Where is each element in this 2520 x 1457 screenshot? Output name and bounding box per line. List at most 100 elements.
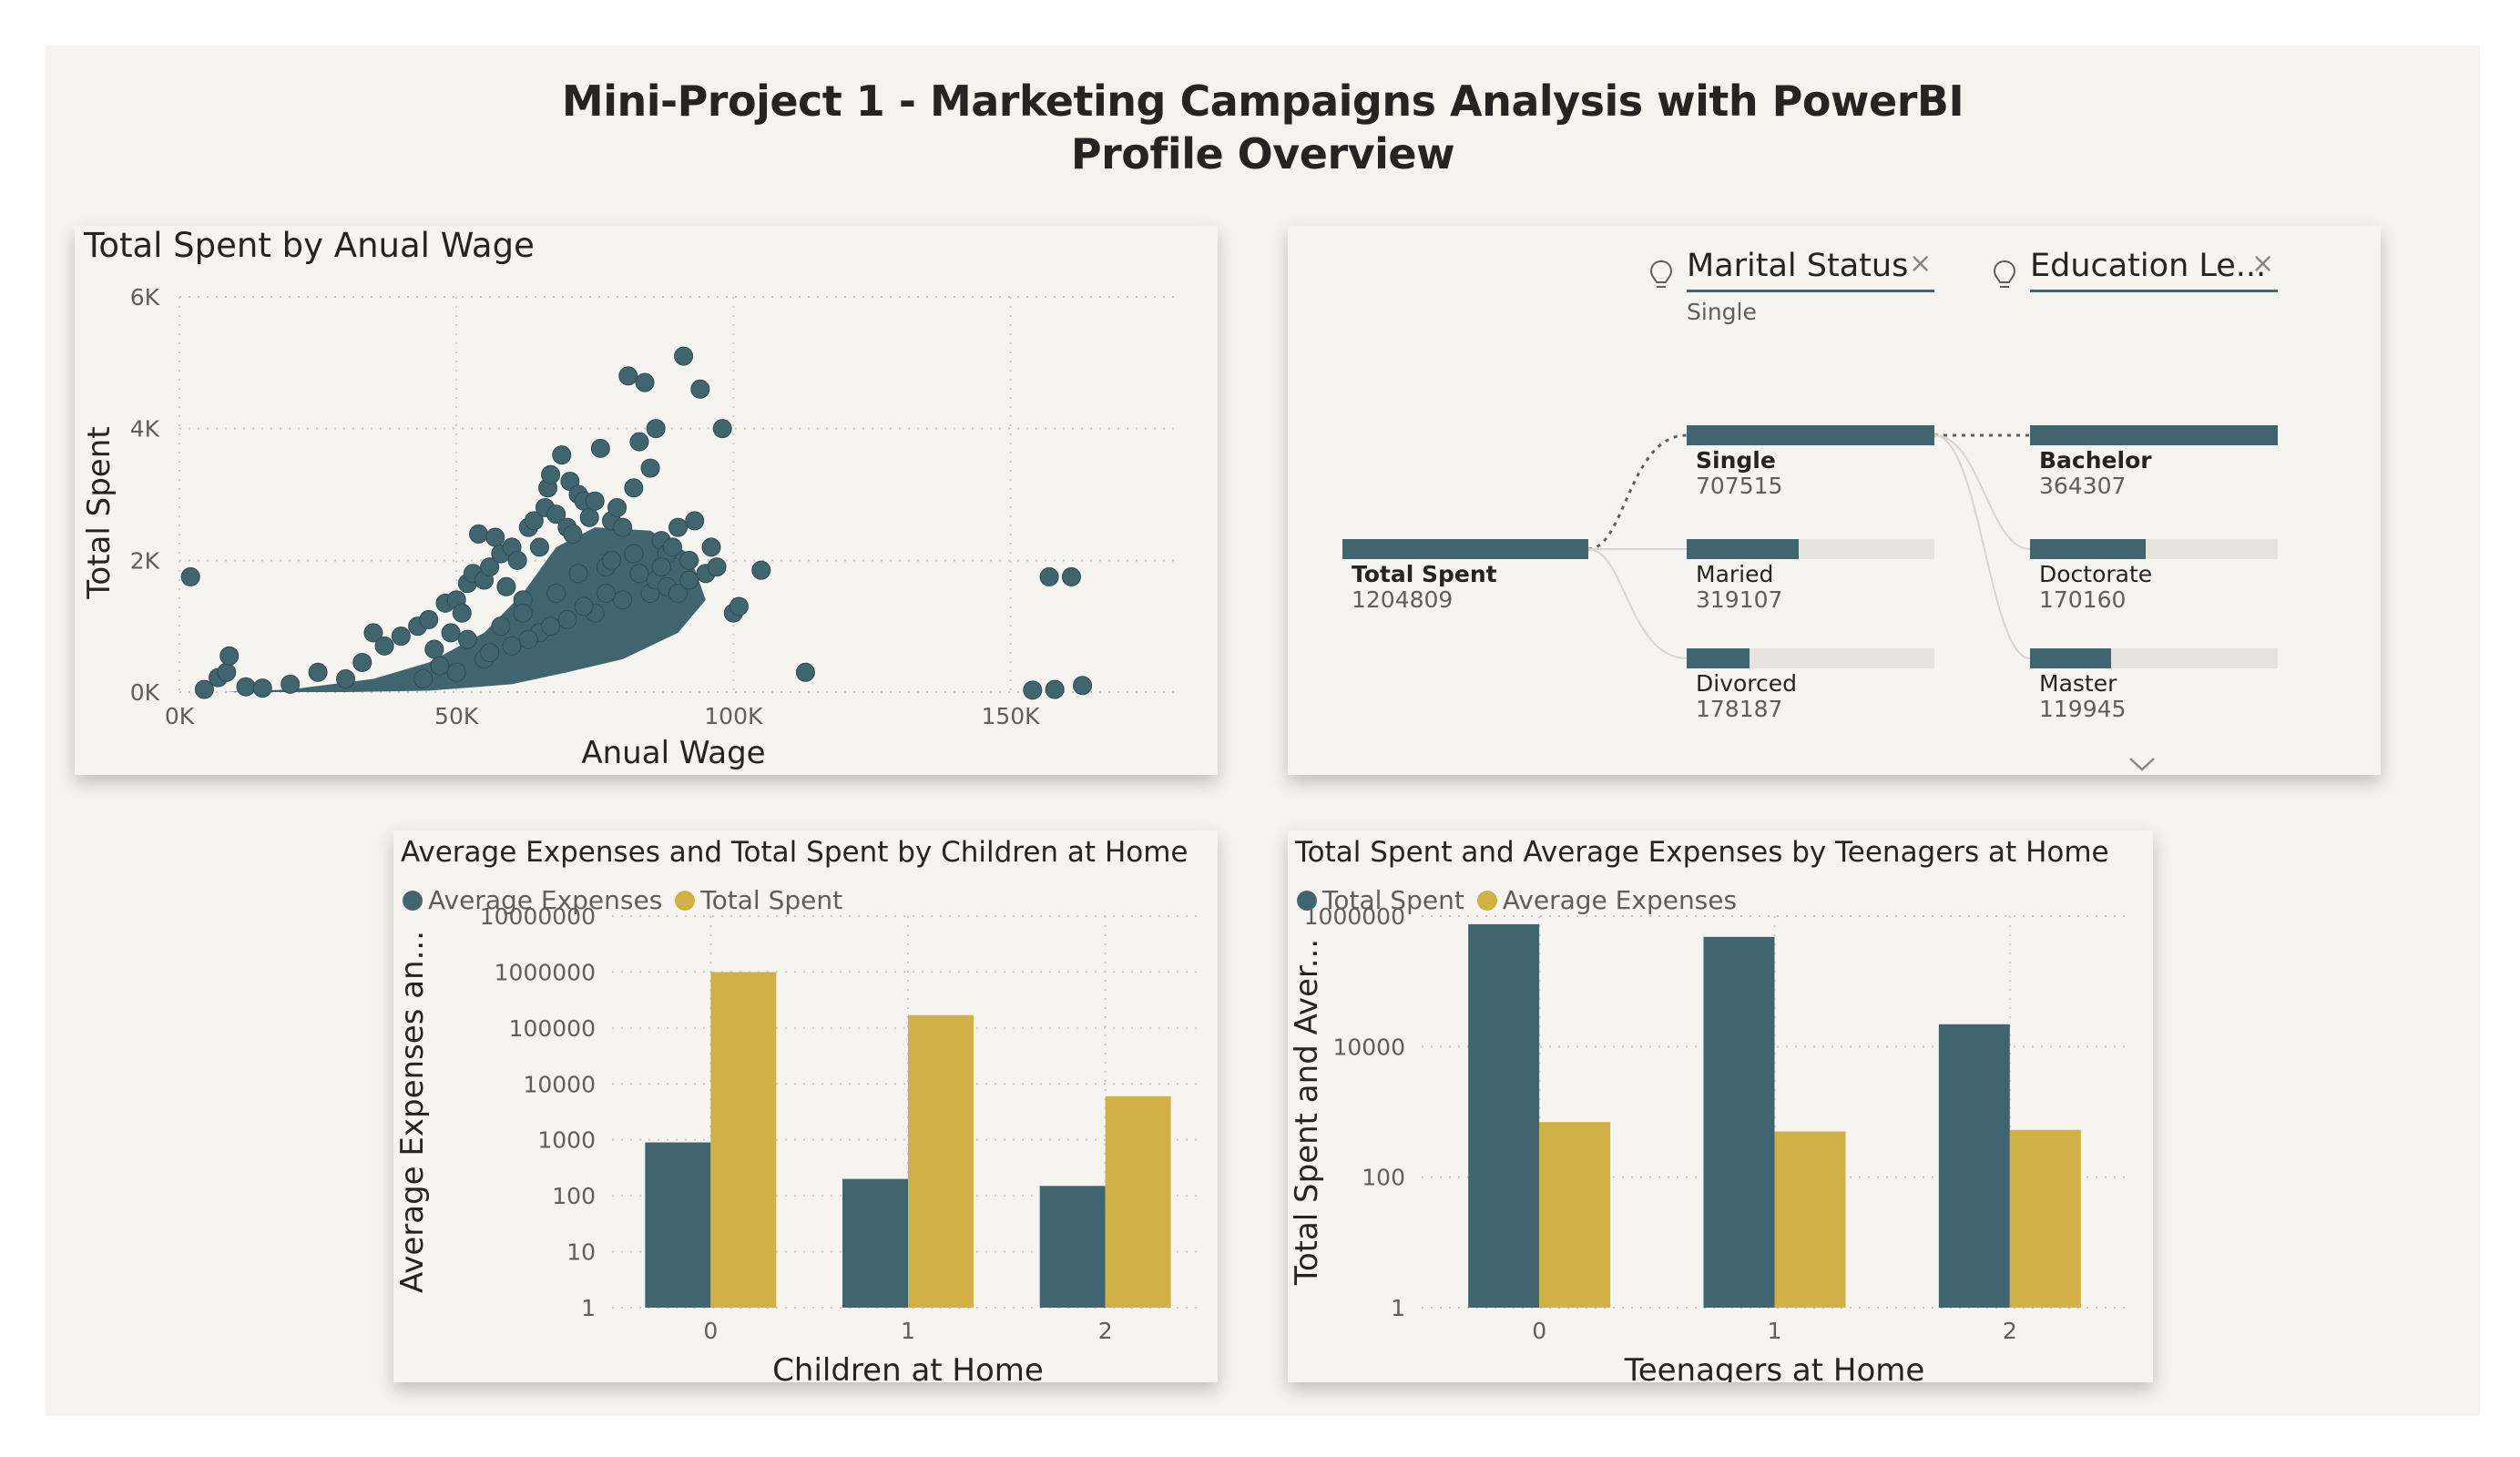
scatter-point[interactable]: [751, 560, 771, 580]
scatter-point[interactable]: [552, 445, 572, 465]
scatter-point[interactable]: [352, 652, 372, 672]
scatter-point[interactable]: [252, 678, 272, 698]
bar-total-spent[interactable]: [908, 1014, 974, 1308]
scatter-point[interactable]: [441, 623, 461, 643]
close-icon[interactable]: ×: [1909, 248, 1933, 280]
scatter-point[interactable]: [701, 537, 721, 557]
scatter-point[interactable]: [613, 590, 633, 610]
scatter-point[interactable]: [596, 584, 616, 603]
scatter-point[interactable]: [662, 537, 682, 557]
scatter-point[interactable]: [579, 507, 599, 527]
scatter-point[interactable]: [363, 623, 383, 643]
scatter-point[interactable]: [496, 576, 516, 596]
scatter-point[interactable]: [502, 636, 522, 656]
scatter-point[interactable]: [690, 379, 710, 399]
bar-total-spent[interactable]: [1105, 1095, 1171, 1308]
bar-average-expenses[interactable]: [1539, 1122, 1611, 1308]
scatter-point[interactable]: [308, 662, 328, 682]
teens-chart-visual[interactable]: Total Spent and Average Expenses by Teen…: [1288, 830, 2153, 1382]
scatter-point[interactable]: [1023, 680, 1043, 700]
scatter-point[interactable]: [729, 596, 749, 616]
node-bar-doctorate[interactable]: [2030, 539, 2147, 559]
scatter-point[interactable]: [618, 366, 638, 386]
legend-item-average-expenses[interactable]: Average Expenses: [1476, 885, 1737, 915]
scatter-point[interactable]: [457, 629, 477, 649]
scatter-point[interactable]: [574, 596, 594, 616]
children-legend[interactable]: Average Expenses Total Spent: [403, 885, 855, 915]
scatter-point[interactable]: [424, 639, 444, 659]
children-chart-visual[interactable]: Average Expenses and Total Spent by Chil…: [393, 830, 1218, 1382]
scatter-visual[interactable]: Total Spent by Anual Wage 0K 2K 4K 6K 0K 50K 1…: [75, 226, 1218, 775]
scatter-point[interactable]: [485, 527, 505, 547]
node-bar-master[interactable]: [2030, 648, 2112, 668]
node-bar-bachelor[interactable]: [2030, 425, 2278, 445]
teens-bar-chart[interactable]: 1 100 10000 1000000 0 1 2 Teenagers at Home Tota…: [1288, 830, 2153, 1382]
scatter-point[interactable]: [541, 616, 561, 637]
children-bar-chart[interactable]: 1 10 100 1000 10000 100000 1000000 10000000 0 1 2 C…: [393, 830, 1218, 1382]
scatter-point[interactable]: [480, 557, 500, 577]
scatter-point[interactable]: [1061, 566, 1081, 586]
close-icon[interactable]: ×: [2251, 248, 2275, 280]
scatter-point[interactable]: [194, 679, 214, 699]
scatter-point[interactable]: [602, 550, 621, 570]
scatter-point[interactable]: [452, 603, 472, 623]
bar-average-expenses[interactable]: [2009, 1129, 2081, 1308]
scatter-point[interactable]: [391, 627, 411, 647]
filter-education-level[interactable]: Education Le...: [2030, 248, 2267, 284]
scatter-point[interactable]: [491, 616, 511, 637]
filter-marital-status[interactable]: Marital Status: [1687, 248, 1909, 284]
bar-average-expenses[interactable]: [1774, 1131, 1846, 1308]
scatter-point[interactable]: [1045, 679, 1065, 699]
scatter-point[interactable]: [585, 491, 605, 511]
scatter-point[interactable]: [219, 646, 240, 666]
scatter-point[interactable]: [712, 419, 732, 439]
bar-total-spent[interactable]: [1468, 923, 1540, 1308]
scatter-point[interactable]: [546, 584, 566, 603]
bar-total-spent[interactable]: [1938, 1024, 2010, 1308]
scatter-point[interactable]: [419, 609, 439, 629]
scatter-point[interactable]: [613, 517, 633, 537]
decomposition-tree-visual[interactable]: Marital Status × Single Education Le... …: [1288, 226, 2381, 775]
scatter-point[interactable]: [524, 511, 544, 531]
bar-total-spent[interactable]: [1703, 936, 1775, 1308]
scatter-point[interactable]: [446, 662, 466, 682]
scatter-point[interactable]: [568, 564, 588, 584]
scatter-point[interactable]: [557, 609, 577, 629]
scatter-point[interactable]: [513, 603, 533, 623]
scatter-point[interactable]: [629, 432, 649, 452]
scatter-point[interactable]: [640, 458, 660, 478]
scatter-point[interactable]: [518, 629, 538, 649]
scatter-point[interactable]: [541, 464, 561, 484]
scatter-point[interactable]: [668, 584, 688, 603]
scatter-point[interactable]: [374, 636, 394, 656]
legend-item-total-spent[interactable]: Total Spent: [1297, 885, 1464, 915]
scatter-point[interactable]: [281, 674, 301, 694]
scatter-point[interactable]: [635, 372, 655, 392]
scatter-point[interactable]: [217, 662, 237, 682]
node-bar-divorced[interactable]: [1687, 648, 1750, 668]
node-bar-maried[interactable]: [1687, 539, 1799, 559]
scatter-point[interactable]: [469, 524, 488, 544]
teens-legend[interactable]: Total Spent Average Expenses: [1297, 885, 1750, 915]
scatter-point[interactable]: [624, 544, 644, 564]
root-node-bar[interactable]: [1342, 539, 1588, 559]
scatter-point[interactable]: [546, 504, 566, 525]
scatter-point[interactable]: [413, 669, 434, 689]
scatter-point[interactable]: [1039, 566, 1059, 586]
scatter-point[interactable]: [180, 566, 200, 586]
scatter-point[interactable]: [668, 517, 688, 537]
bar-average-expenses[interactable]: [1039, 1186, 1106, 1308]
scatter-point[interactable]: [679, 570, 699, 590]
scatter-point[interactable]: [674, 346, 694, 366]
bar-average-expenses[interactable]: [645, 1142, 711, 1308]
node-bar-single[interactable]: [1687, 425, 1934, 445]
scatter-point[interactable]: [430, 656, 450, 676]
scatter-point[interactable]: [480, 643, 500, 663]
scatter-point[interactable]: [629, 564, 649, 584]
scatter-point[interactable]: [679, 550, 699, 570]
scatter-point[interactable]: [590, 438, 610, 458]
scatter-point[interactable]: [646, 419, 666, 439]
scatter-point[interactable]: [336, 669, 355, 689]
scatter-point[interactable]: [1073, 676, 1093, 696]
